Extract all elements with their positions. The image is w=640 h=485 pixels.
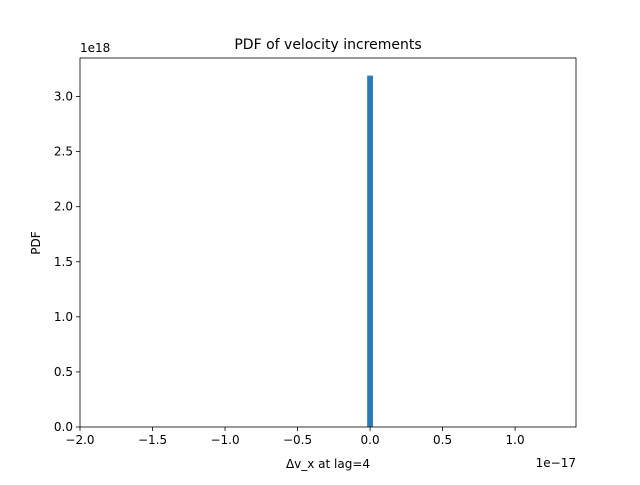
x-tick-label: 0.5 [433, 433, 452, 447]
x-tick-label: −2.0 [65, 433, 94, 447]
x-axis-ticks: −2.0 −1.5 −1.0 −0.5 0.0 0.5 1.0 [65, 427, 525, 447]
x-tick-label: −1.0 [210, 433, 239, 447]
y-tick-label: 2.0 [54, 200, 73, 214]
x-tick-label: −0.5 [283, 433, 312, 447]
histogram-bar [367, 75, 373, 428]
chart-title: PDF of velocity increments [234, 37, 421, 53]
x-tick-label: 0.0 [361, 433, 380, 447]
x-axis-label: Δv_x at lag=4 [286, 457, 370, 471]
bars-group [367, 75, 373, 428]
x-tick-label: −1.5 [138, 433, 167, 447]
plot-frame [79, 57, 577, 428]
y-tick-label: 1.5 [54, 255, 73, 269]
y-tick-label: 1.0 [54, 310, 73, 324]
x-tick-label: 1.0 [506, 433, 525, 447]
y-tick-label: 3.0 [54, 90, 73, 104]
x-offset-text: 1e−17 [536, 456, 576, 470]
y-axis-label: PDF [29, 231, 43, 254]
y-axis-ticks: 0.0 0.5 1.0 1.5 2.0 2.5 3.0 [54, 90, 80, 434]
y-offset-text: 1e18 [80, 41, 110, 55]
y-tick-label: 0.0 [54, 420, 73, 434]
y-tick-label: 0.5 [54, 365, 73, 379]
y-tick-label: 2.5 [54, 145, 73, 159]
